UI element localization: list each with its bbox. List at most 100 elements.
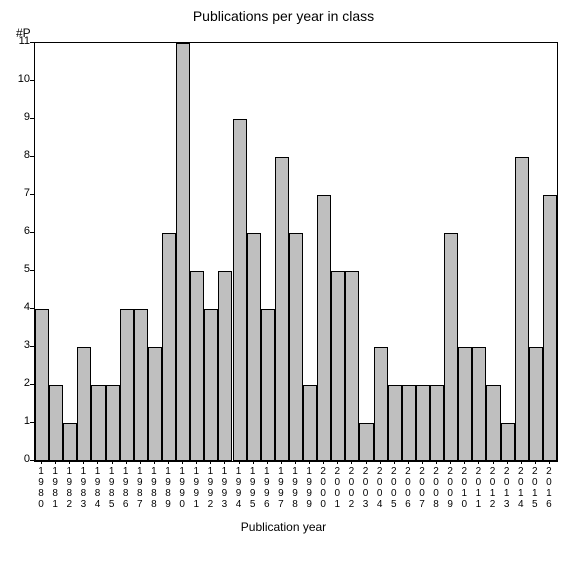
chart-title: Publications per year in class: [0, 8, 567, 24]
bar: [359, 423, 373, 461]
ytick-mark: [30, 232, 34, 233]
bar: [106, 385, 120, 461]
bar: [162, 233, 176, 461]
xtick-label: 2006: [403, 466, 413, 510]
xtick-mark: [253, 460, 254, 464]
bar: [472, 347, 486, 461]
xtick-label: 1998: [290, 466, 300, 510]
xtick-label: 1982: [64, 466, 74, 510]
xtick-mark: [380, 460, 381, 464]
bar: [515, 157, 529, 461]
xtick-label: 2012: [488, 466, 498, 510]
xtick-label: 2010: [459, 466, 469, 510]
xtick-mark: [41, 460, 42, 464]
xtick-label: 2005: [389, 466, 399, 510]
bar: [63, 423, 77, 461]
ytick-label: 2: [10, 377, 30, 389]
bar: [204, 309, 218, 461]
xtick-label: 1984: [92, 466, 102, 510]
xtick-mark: [337, 460, 338, 464]
bar: [317, 195, 331, 461]
xtick-label: 2011: [473, 466, 483, 510]
ytick-mark: [30, 270, 34, 271]
ytick-mark: [30, 308, 34, 309]
xtick-label: 2007: [417, 466, 427, 510]
xtick-label: 2004: [375, 466, 385, 510]
ytick-label: 11: [10, 35, 30, 47]
bar: [77, 347, 91, 461]
bar: [388, 385, 402, 461]
ytick-label: 4: [10, 301, 30, 313]
ytick-mark: [30, 118, 34, 119]
bar: [331, 271, 345, 461]
xtick-label: 2009: [445, 466, 455, 510]
bar: [416, 385, 430, 461]
ytick-mark: [30, 384, 34, 385]
xtick-mark: [69, 460, 70, 464]
bar: [247, 233, 261, 461]
xtick-label: 1997: [276, 466, 286, 510]
xtick-mark: [535, 460, 536, 464]
xtick-mark: [422, 460, 423, 464]
bar: [176, 43, 190, 461]
ytick-mark: [30, 422, 34, 423]
xtick-label: 1992: [205, 466, 215, 510]
xtick-mark: [126, 460, 127, 464]
xtick-label: 1983: [78, 466, 88, 510]
xtick-mark: [239, 460, 240, 464]
xtick-label: 1988: [149, 466, 159, 510]
ytick-label: 7: [10, 187, 30, 199]
bar: [275, 157, 289, 461]
bar: [529, 347, 543, 461]
xtick-mark: [210, 460, 211, 464]
xtick-mark: [507, 460, 508, 464]
xtick-mark: [281, 460, 282, 464]
xtick-label: 1996: [262, 466, 272, 510]
ytick-label: 10: [10, 73, 30, 85]
xtick-mark: [478, 460, 479, 464]
xtick-mark: [196, 460, 197, 464]
xtick-label: 1981: [50, 466, 60, 510]
bar: [233, 119, 247, 461]
xtick-mark: [83, 460, 84, 464]
bar: [303, 385, 317, 461]
xtick-mark: [224, 460, 225, 464]
xtick-label: 2013: [502, 466, 512, 510]
bar: [402, 385, 416, 461]
xtick-mark: [97, 460, 98, 464]
ytick-label: 0: [10, 453, 30, 465]
xtick-mark: [408, 460, 409, 464]
xtick-mark: [464, 460, 465, 464]
xtick-mark: [295, 460, 296, 464]
xtick-mark: [493, 460, 494, 464]
chart-container: Publications per year in class #P Public…: [0, 0, 567, 567]
xtick-mark: [436, 460, 437, 464]
bar: [218, 271, 232, 461]
xtick-mark: [112, 460, 113, 464]
xtick-label: 2008: [431, 466, 441, 510]
bar: [91, 385, 105, 461]
xtick-mark: [309, 460, 310, 464]
xtick-mark: [267, 460, 268, 464]
xtick-label: 1986: [121, 466, 131, 510]
ytick-mark: [30, 346, 34, 347]
bar: [261, 309, 275, 461]
x-axis-title: Publication year: [0, 520, 567, 534]
bar: [35, 309, 49, 461]
xtick-label: 1994: [234, 466, 244, 510]
bar: [120, 309, 134, 461]
bar: [345, 271, 359, 461]
bar: [374, 347, 388, 461]
bar: [49, 385, 63, 461]
xtick-label: 1980: [36, 466, 46, 510]
bar: [190, 271, 204, 461]
ytick-mark: [30, 80, 34, 81]
xtick-label: 1990: [177, 466, 187, 510]
ytick-label: 5: [10, 263, 30, 275]
xtick-mark: [450, 460, 451, 464]
ytick-mark: [30, 42, 34, 43]
xtick-label: 2002: [346, 466, 356, 510]
ytick-mark: [30, 194, 34, 195]
xtick-label: 1995: [248, 466, 258, 510]
ytick-label: 6: [10, 225, 30, 237]
